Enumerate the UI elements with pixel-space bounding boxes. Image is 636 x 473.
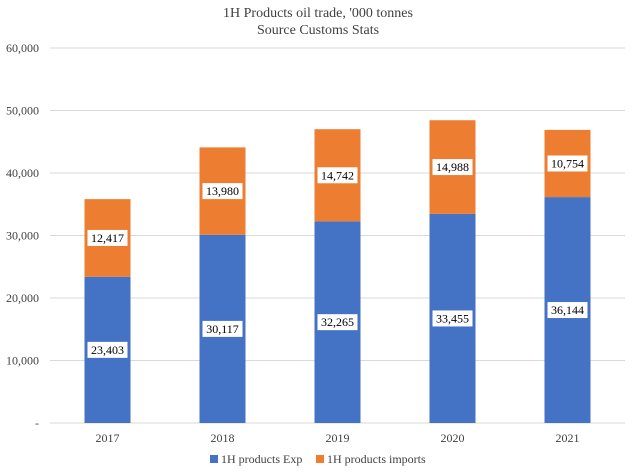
data-label: 14,988: [436, 160, 469, 174]
data-label-box: [87, 229, 128, 246]
data-label: 13,980: [206, 184, 239, 198]
legend-label: 1H products imports: [327, 452, 426, 466]
legend-swatch: [316, 455, 324, 463]
legend-label: 1H products Exp: [221, 452, 302, 466]
y-tick-label: 30,000: [6, 229, 39, 243]
data-label-box: [317, 314, 358, 331]
x-tick-label: 2017: [96, 431, 120, 445]
data-label: 14,742: [321, 168, 354, 182]
x-tick-label: 2019: [326, 431, 350, 445]
x-tick-label: 2020: [441, 431, 465, 445]
y-tick-label: -: [35, 416, 39, 430]
data-label: 36,144: [551, 303, 584, 317]
data-label: 12,417: [91, 231, 124, 245]
bars: 23,403 12,417 30,117 13,980 32,265 14,742 33,4…: [84, 120, 591, 423]
data-label-box: [432, 159, 473, 176]
chart-title: 1H Products oil trade, '000 tonnes: [223, 6, 413, 21]
data-label: 32,265: [321, 315, 354, 329]
legend: 1H products Exp 1H products imports: [210, 452, 426, 466]
data-label-box: [317, 167, 358, 184]
x-axis: 2017 2018 2019 2020 2021: [96, 431, 580, 445]
y-tick-label: 20,000: [6, 291, 39, 305]
data-label-box: [202, 320, 243, 337]
chart-subtitle: Source Customs Stats: [257, 23, 379, 38]
x-tick-label: 2018: [211, 431, 235, 445]
data-label: 10,754: [551, 156, 584, 170]
data-label-box: [547, 302, 588, 319]
y-tick-label: 40,000: [6, 166, 39, 180]
data-label-box: [547, 155, 588, 172]
data-label: 30,117: [206, 322, 239, 336]
data-label-box: [432, 310, 473, 327]
y-tick-label: 60,000: [6, 41, 39, 55]
y-axis: - 10,000 20,000 30,000 40,000 50,000 60,000: [6, 41, 39, 430]
y-tick-label: 50,000: [6, 104, 39, 118]
data-label-box: [202, 183, 243, 200]
data-label: 33,455: [436, 311, 469, 325]
x-tick-label: 2021: [556, 431, 580, 445]
legend-swatch: [210, 455, 218, 463]
data-label: 23,403: [91, 343, 124, 357]
data-label-box: [87, 341, 128, 358]
y-tick-label: 10,000: [6, 354, 39, 368]
